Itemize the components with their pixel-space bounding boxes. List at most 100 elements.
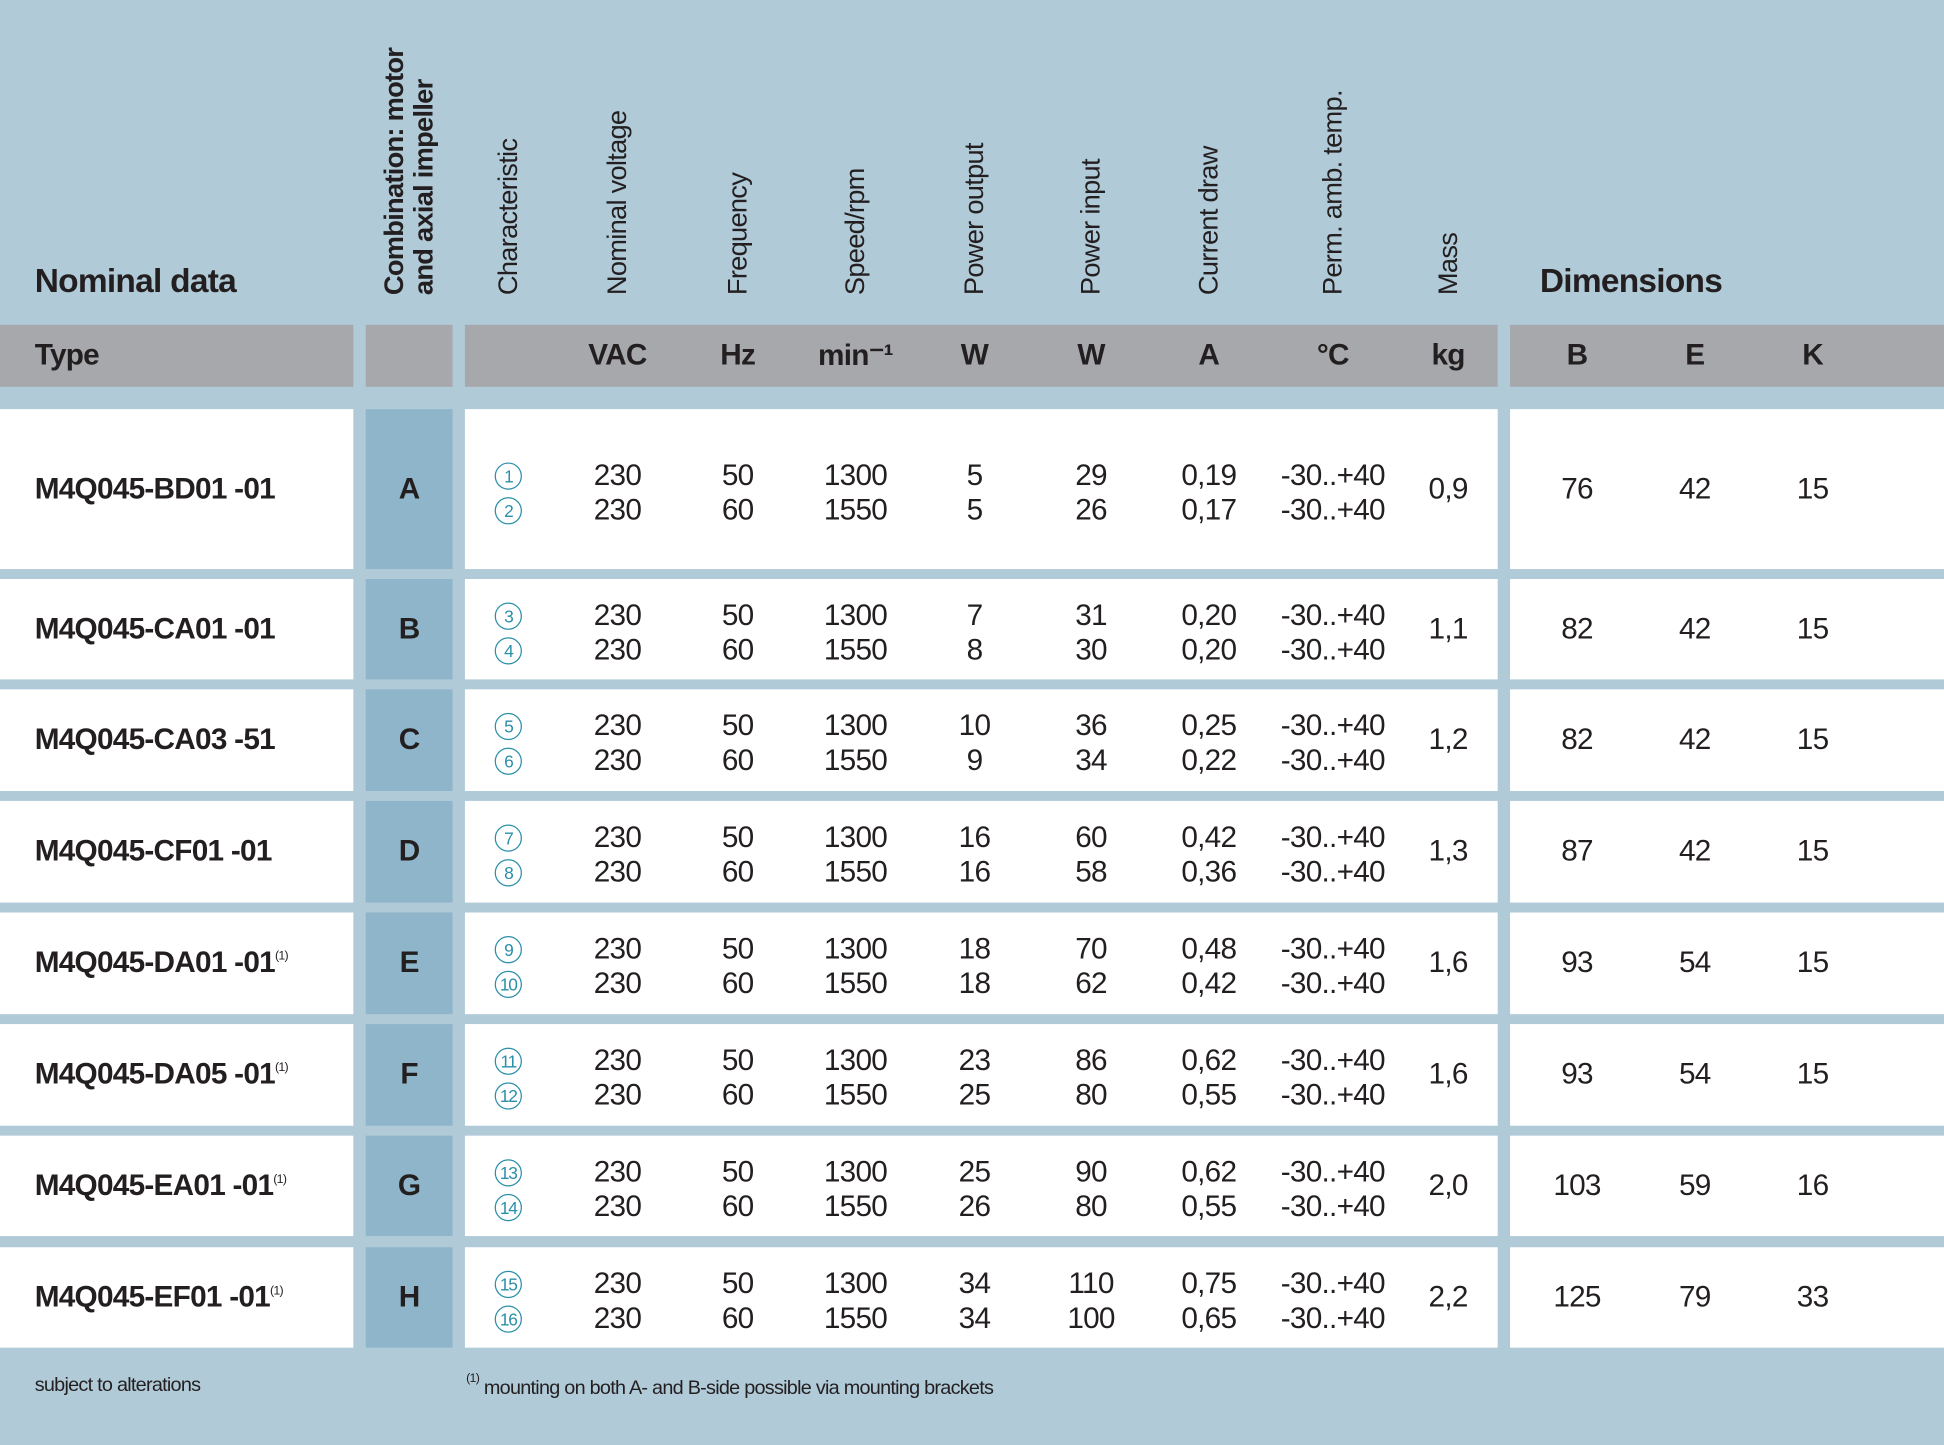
cell: 230 [593, 932, 642, 966]
cell: 0,42 [1181, 820, 1237, 855]
mass: 2,2 [1428, 1280, 1469, 1314]
cell: 1550 [823, 855, 888, 889]
cell: 0,55 [1181, 1189, 1237, 1224]
cell: 1300 [823, 820, 888, 855]
row-bg [0, 689, 354, 791]
cell: 230 [593, 492, 642, 527]
footer-note: (1) mounting on both A- and B-side possi… [466, 1372, 994, 1401]
characteristic: 16 [494, 1304, 522, 1333]
row-bg [464, 912, 1498, 1015]
mass: 1,6 [1428, 1057, 1469, 1092]
unit-band [0, 324, 354, 387]
row-bg [464, 578, 1498, 680]
dimension: 15 [1796, 611, 1829, 646]
type-text: M4Q045-CF01 -01 [34, 834, 273, 868]
cell: 60 [721, 1189, 754, 1224]
dimension: 87 [1561, 834, 1593, 868]
cell: 7 [966, 598, 984, 632]
cell: 60 [721, 855, 754, 889]
row-bg [464, 409, 1498, 570]
type-text: M4Q045-CA01 -01 [34, 611, 276, 646]
characteristic: 5 [494, 712, 522, 741]
row-bg [464, 800, 1498, 903]
characteristic: 12 [494, 1082, 522, 1110]
cell: 0,17 [1181, 492, 1237, 527]
cell: 230 [593, 1154, 642, 1189]
row-bg [0, 912, 354, 1015]
cell: 29 [1075, 458, 1107, 492]
type-cell: M4Q045-BD01 -01 [34, 471, 276, 507]
cell: 60 [721, 492, 754, 527]
cell: 230 [593, 1078, 642, 1113]
cell: 0,48 [1181, 932, 1237, 966]
row-bg [1510, 1024, 1944, 1126]
cell: 18 [958, 967, 991, 1001]
cell: 26 [958, 1189, 991, 1224]
type-text: M4Q045-BD01 -01 [34, 471, 276, 506]
unit-band [464, 324, 1498, 387]
cell: -30..+40 [1280, 820, 1386, 855]
row-bg [0, 800, 354, 903]
cell: -30..+40 [1280, 855, 1386, 889]
cell: -30..+40 [1280, 967, 1386, 1001]
cell: 0,62 [1181, 1043, 1237, 1078]
cell: 230 [593, 1266, 642, 1300]
dimension: 42 [1678, 611, 1711, 646]
characteristic: 2 [494, 496, 522, 524]
cell: 9 [966, 743, 984, 778]
cell: 50 [721, 1154, 754, 1189]
combination-bg [365, 689, 453, 791]
type-cell: M4Q045-CA03 -51 [35, 723, 276, 758]
column-header: Perm. amb. temp. [1316, 90, 1348, 296]
type-cell: M4Q045-EA01 -01(1) [35, 1169, 287, 1204]
cell: 34 [958, 1301, 991, 1335]
cell: 1550 [823, 743, 888, 778]
cell: 60 [1075, 820, 1107, 855]
combination-bg [365, 1024, 453, 1126]
dimension: 79 [1678, 1280, 1711, 1314]
row-bg [0, 1135, 354, 1237]
unit-label: min⁻¹ [818, 339, 894, 373]
type-text: M4Q045-EF01 -01 [34, 1280, 271, 1314]
dimension: 54 [1678, 1057, 1711, 1092]
note-mark: (1) [274, 1061, 289, 1075]
cell: 60 [721, 632, 754, 667]
cell: 58 [1075, 855, 1107, 889]
cell: 100 [1067, 1301, 1115, 1335]
type-cell: M4Q045-CA01 -01 [34, 611, 276, 647]
row-bg [0, 1024, 354, 1126]
characteristic: 8 [494, 859, 522, 887]
column-header: Frequency [721, 172, 753, 296]
cell: 230 [593, 458, 642, 492]
cell: 50 [721, 709, 754, 743]
combination: D [398, 834, 420, 868]
cell: 0,25 [1181, 709, 1237, 743]
cell: 18 [958, 932, 991, 966]
cell: 23 [958, 1043, 991, 1078]
cell: 50 [721, 820, 754, 855]
cell: 30 [1075, 632, 1107, 667]
cell: 1550 [823, 492, 888, 527]
dimension: 93 [1561, 1057, 1593, 1092]
footer-left: subject to alterations [34, 1374, 201, 1397]
cell: 60 [721, 1301, 754, 1335]
dimension: 125 [1553, 1280, 1601, 1314]
dimensions-title: Dimensions [1539, 262, 1723, 300]
row-bg [464, 689, 1498, 791]
cell: 0,36 [1181, 855, 1237, 889]
cell: -30..+40 [1280, 743, 1386, 778]
column-header: Speed/rpm [839, 168, 871, 296]
combination-bg [365, 1247, 453, 1348]
cell: 36 [1075, 709, 1107, 743]
type-cell: M4Q045-CF01 -01 [34, 834, 273, 869]
characteristic: 7 [494, 824, 522, 852]
cell: 230 [593, 743, 642, 778]
combination: H [398, 1280, 420, 1314]
cell: 34 [958, 1266, 991, 1300]
cell: 60 [721, 743, 754, 778]
characteristic: 11 [494, 1047, 522, 1075]
row-bg [464, 1024, 1498, 1126]
characteristic: 4 [494, 636, 522, 664]
cell: 110 [1068, 1266, 1114, 1300]
